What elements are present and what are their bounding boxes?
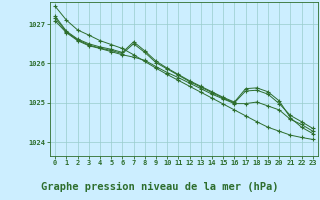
Text: Graphe pression niveau de la mer (hPa): Graphe pression niveau de la mer (hPa) (41, 182, 279, 192)
